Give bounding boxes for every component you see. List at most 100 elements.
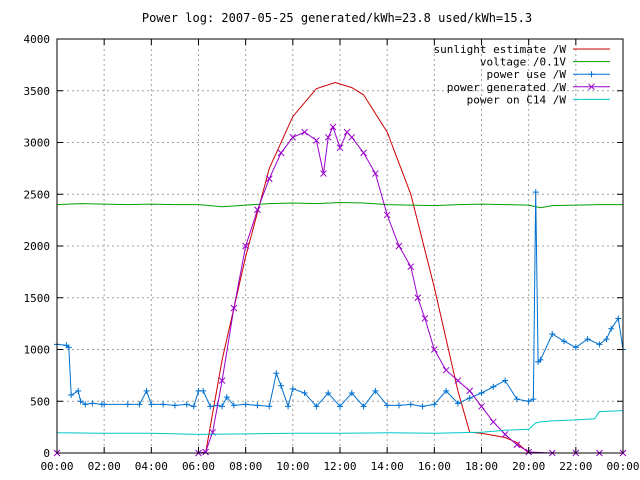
power-use-w-point (65, 344, 72, 351)
power-use-w-point (561, 338, 568, 345)
power-generated-w-point (383, 211, 391, 219)
power-use-w-point (223, 394, 230, 401)
power-use-w-point (254, 402, 261, 409)
x-tick-label: 14:00 (371, 460, 404, 473)
power-generated-w-point (466, 387, 474, 395)
x-tick-label: 12:00 (323, 460, 356, 473)
power-generated-w-point (421, 315, 429, 322)
power-use-w-point (200, 387, 207, 394)
power-use-w-point (532, 189, 539, 196)
y-tick-label: 500 (30, 395, 50, 408)
voltage-0-1v-line (56, 201, 623, 209)
power-use-w-point (530, 396, 537, 403)
power-use-w-point (313, 403, 320, 410)
legend-label: sunlight estimate /W (434, 43, 567, 56)
legend-entry-power-use-w: power use /W (487, 68, 610, 81)
power-use-w-point (348, 389, 355, 396)
legend-entry-voltage-0-1v: voltage /0.1V (480, 56, 610, 69)
y-tick-label: 1000 (24, 344, 51, 357)
power-use-w-point (513, 396, 520, 403)
legend-entry-power-generated-w: power generated /W (447, 81, 610, 94)
power-use-w-point (75, 387, 82, 394)
power-generated-w-point (277, 149, 285, 157)
power-generated-w-point (414, 294, 422, 302)
power-generated-w-point (329, 123, 337, 131)
power-generated-w-point (360, 149, 367, 157)
power-use-w-point (584, 336, 591, 343)
y-tick-label: 2500 (24, 188, 51, 201)
y-tick-label: 1500 (24, 292, 51, 305)
power-generated-w-point (430, 346, 438, 353)
x-tick-label: 06:00 (182, 460, 215, 473)
power-generated-w-point (407, 263, 415, 271)
y-tick-label: 0 (43, 447, 50, 460)
power-use-w-point (525, 398, 532, 405)
power-use-w-point (136, 401, 143, 408)
power-generated-w-point (301, 128, 308, 136)
x-tick-label: 08:00 (229, 460, 262, 473)
power-use-w-point (549, 330, 556, 337)
power-use-w-point (289, 385, 296, 392)
power-generated-w-point (313, 137, 320, 144)
power-on-c14-w-line (56, 410, 624, 435)
x-tick-label: 22:00 (559, 460, 592, 473)
x-tick-label: 10:00 (276, 460, 309, 473)
y-tick-label: 3500 (24, 85, 51, 98)
power-generated-w-point (289, 133, 297, 141)
power-use-w-point (325, 389, 332, 396)
power-use-w-point (124, 401, 131, 408)
power-generated-w-point (454, 377, 462, 384)
power-use-w-point (395, 402, 402, 409)
legend-power-use-w-point (588, 71, 595, 78)
power-use-w-point (160, 401, 167, 408)
power-use-w-point (384, 402, 391, 409)
power-generated-w-point (348, 133, 356, 141)
x-tick-label: 00:00 (606, 460, 639, 473)
y-tick-label: 3000 (24, 137, 51, 150)
power-generated-w-point (513, 441, 521, 449)
y-tick-label: 2000 (24, 240, 51, 253)
power-use-w-point (301, 389, 308, 396)
power-generated-w-point (501, 431, 509, 438)
power-generated-w-point (442, 366, 450, 374)
power-use-w-point (603, 336, 610, 343)
power-generated-w-point (254, 206, 261, 214)
power-use-w-point (101, 401, 108, 408)
power-use-w-point (431, 401, 438, 408)
power-use-w-point (77, 398, 84, 405)
legend-entry-sunlight-estimate-w: sunlight estimate /W (434, 43, 610, 56)
power-generated-w-point (372, 170, 379, 177)
series-layer (53, 81, 627, 457)
power-generated-w-point (395, 242, 403, 250)
power-use-w-point (490, 383, 497, 390)
power-use-w-point (615, 315, 622, 322)
power-use-w-point (466, 395, 473, 402)
power-use-w-point (148, 401, 155, 408)
x-tick-label: 16:00 (418, 460, 451, 473)
power-use-w-point (337, 403, 343, 410)
x-tick-label: 20:00 (512, 460, 545, 473)
power-use-w-point (537, 356, 544, 363)
power-use-w-point (443, 387, 450, 394)
power-use-w-point (608, 325, 615, 332)
x-tick-label: 04:00 (135, 460, 168, 473)
power-use-w-point (230, 402, 237, 409)
power-use-w-point (407, 401, 414, 408)
power-use-w-point (190, 403, 197, 410)
power-generated-w-point (324, 133, 332, 141)
power-use-w-point (68, 392, 75, 399)
power-use-w-point (89, 400, 96, 407)
power-use-w-point (285, 403, 292, 410)
power-use-w-point (242, 401, 249, 408)
power-generated-w-point (202, 448, 209, 456)
legend-entry-power-on-c14-w: power on C14 /W (467, 93, 610, 106)
power-generated-w-point (478, 403, 485, 410)
power-use-w-point (207, 403, 214, 410)
power-use-w-point (454, 400, 461, 407)
legend-label: power on C14 /W (467, 93, 567, 106)
legend-label: voltage /0.1V (480, 56, 566, 69)
x-tick-label: 18:00 (465, 460, 498, 473)
x-tick-label: 02:00 (88, 460, 121, 473)
